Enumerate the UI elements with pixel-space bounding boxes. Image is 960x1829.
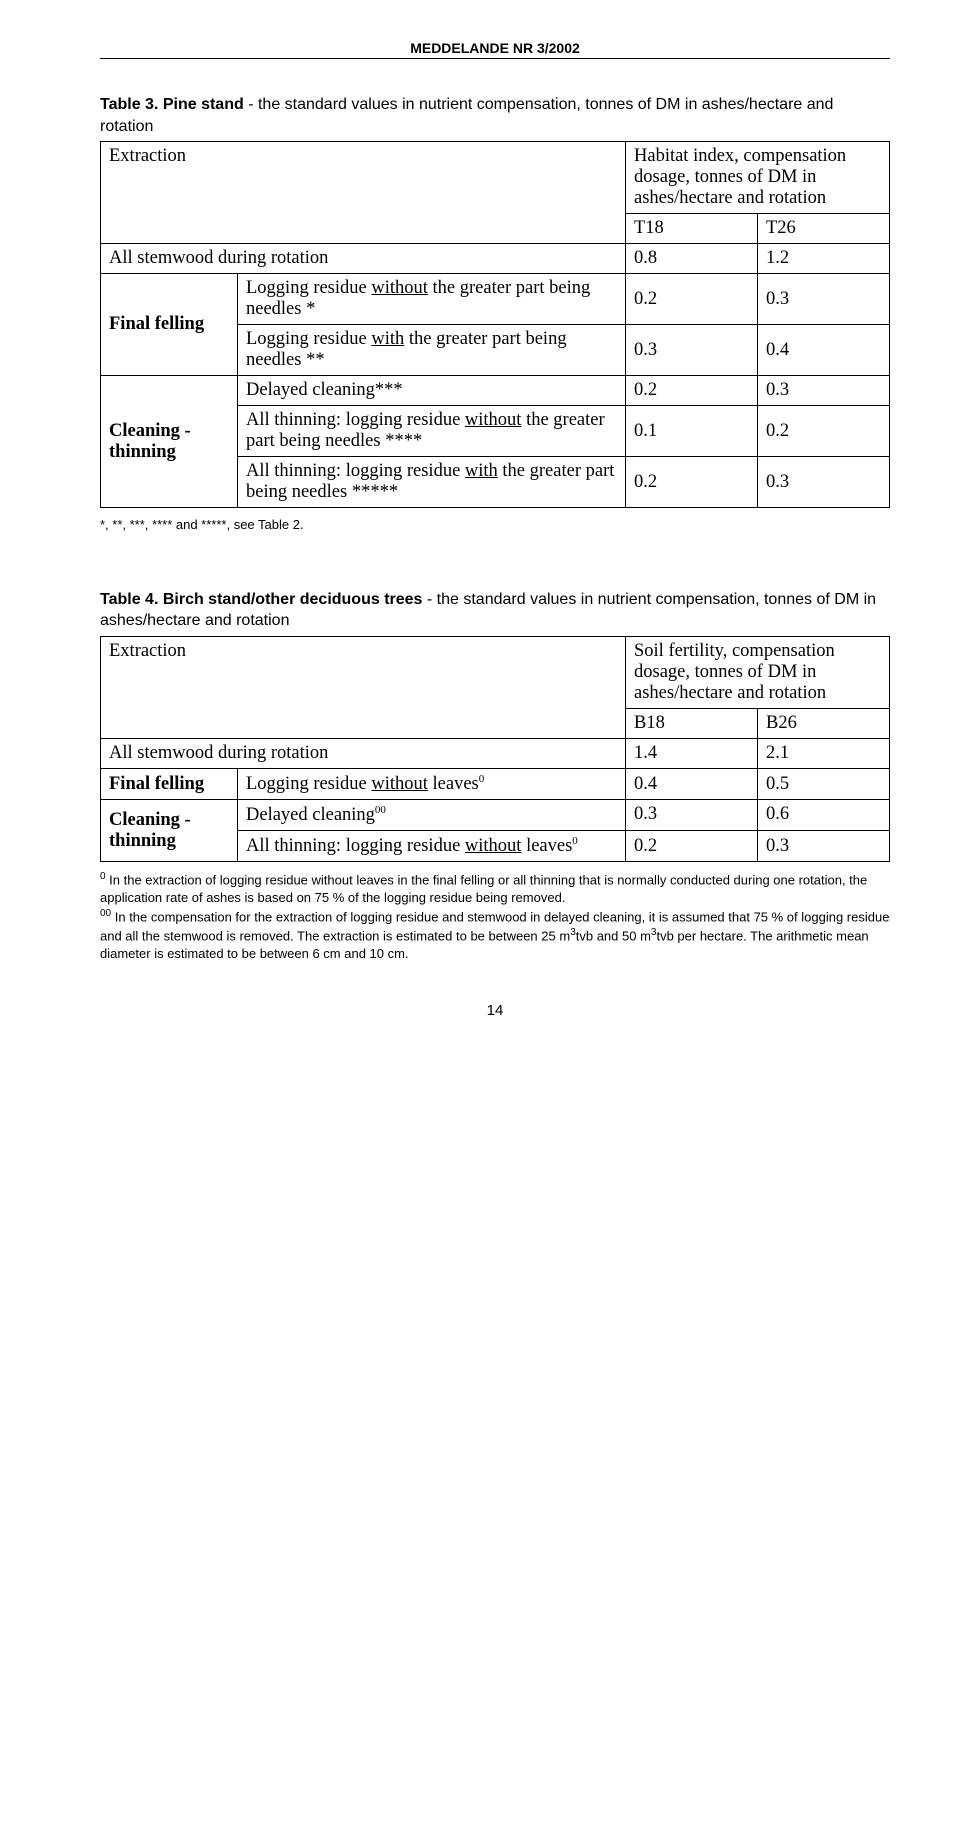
table4-caption-strong: Table 4. Birch stand/other deciduous tre… <box>100 591 422 608</box>
t3-ff-r1-v2: 0.3 <box>758 274 890 325</box>
table4: Extraction Soil fertility, compensation … <box>100 636 890 862</box>
t4-ct-r1-v1: 0.3 <box>626 800 758 831</box>
t3-extraction-header: Extraction <box>101 142 626 244</box>
txt: Logging residue <box>246 774 371 794</box>
t3-clean-label: Cleaning -thinning <box>101 376 238 508</box>
t3-final-label: Final felling <box>101 274 238 376</box>
table3-caption: Table 3. Pine stand - the standard value… <box>100 94 890 137</box>
t4-col1: B18 <box>626 708 758 738</box>
txt: In the extraction of logging residue wit… <box>100 873 867 906</box>
txt: leaves <box>521 836 572 856</box>
t3-ct-r2-v1: 0.1 <box>626 406 758 457</box>
t3-ff-r2-desc: Logging residue with the greater part be… <box>238 325 626 376</box>
t4-ff-r1-desc: Logging residue without leaves0 <box>238 768 626 799</box>
t3-ff-r2-v1: 0.3 <box>626 325 758 376</box>
table3-footnote: *, **, ***, **** and *****, see Table 2. <box>100 516 890 534</box>
t4-ff-r1-v1: 0.4 <box>626 768 758 799</box>
t4-final-label: Final felling <box>101 768 238 799</box>
table4-footnotes: 0 In the extraction of logging residue w… <box>100 870 890 962</box>
t3-ct-r3-desc: All thinning: logging residue with the g… <box>238 457 626 508</box>
t3-ct-r3-v1: 0.2 <box>626 457 758 508</box>
sup: 0 <box>479 773 485 785</box>
txt: without <box>371 278 428 298</box>
t3-ct-r3-v2: 0.3 <box>758 457 890 508</box>
txt: with <box>371 329 404 349</box>
doc-header: MEDDELANDE NR 3/2002 <box>100 40 890 56</box>
t3-ff-r1-desc: Logging residue without the greater part… <box>238 274 626 325</box>
txt: Logging residue <box>246 329 371 349</box>
sup: 00 <box>100 908 111 919</box>
t3-col-header-desc: Habitat index, compensation dosage, tonn… <box>626 142 890 214</box>
t4-ff-r1-v2: 0.5 <box>758 768 890 799</box>
txt: All thinning: logging residue <box>246 461 465 481</box>
txt: All thinning: logging residue <box>246 836 465 856</box>
t3-ct-r1-desc: Delayed cleaning*** <box>238 376 626 406</box>
t4-ct-r2-v2: 0.3 <box>758 831 890 862</box>
t3-col2: T26 <box>758 214 890 244</box>
txt: tvb and 50 m <box>576 928 651 943</box>
sup: 00 <box>375 804 386 816</box>
txt: leaves <box>428 774 479 794</box>
t3-ct-r1-v2: 0.3 <box>758 376 890 406</box>
header-rule <box>100 58 890 59</box>
txt: without <box>465 410 522 430</box>
txt: with <box>465 461 498 481</box>
t4-allstem-label: All stemwood during rotation <box>101 738 626 768</box>
t3-ff-r1-v1: 0.2 <box>626 274 758 325</box>
t4-col-header-desc: Soil fertility, compensation dosage, ton… <box>626 636 890 708</box>
t4-ct-r2-v1: 0.2 <box>626 831 758 862</box>
t4-ct-r1-desc: Delayed cleaning00 <box>238 800 626 831</box>
t3-ct-r2-v2: 0.2 <box>758 406 890 457</box>
t4-ct-r2-desc: All thinning: logging residue without le… <box>238 831 626 862</box>
t3-col1: T18 <box>626 214 758 244</box>
table4-caption: Table 4. Birch stand/other deciduous tre… <box>100 589 890 632</box>
txt: Delayed cleaning <box>246 805 375 825</box>
t4-allstem-v1: 1.4 <box>626 738 758 768</box>
sup: 0 <box>572 835 578 847</box>
txt: without <box>371 774 428 794</box>
t4-ct-r1-v2: 0.6 <box>758 800 890 831</box>
t3-ct-r1-v1: 0.2 <box>626 376 758 406</box>
t4-clean-label: Cleaning -thinning <box>101 800 238 862</box>
t3-ff-r2-v2: 0.4 <box>758 325 890 376</box>
page-number: 14 <box>100 1002 890 1019</box>
t3-allstem-v1: 0.8 <box>626 244 758 274</box>
txt: All thinning: logging residue <box>246 410 465 430</box>
txt: Logging residue <box>246 278 371 298</box>
t4-col2: B26 <box>758 708 890 738</box>
t3-allstem-v2: 1.2 <box>758 244 890 274</box>
txt: without <box>465 836 522 856</box>
t3-allstem-label: All stemwood during rotation <box>101 244 626 274</box>
t3-ct-r2-desc: All thinning: logging residue without th… <box>238 406 626 457</box>
t4-allstem-v2: 2.1 <box>758 738 890 768</box>
table3: Extraction Habitat index, compensation d… <box>100 141 890 508</box>
table3-caption-strong: Table 3. Pine stand <box>100 96 244 113</box>
t4-extraction-header: Extraction <box>101 636 626 738</box>
